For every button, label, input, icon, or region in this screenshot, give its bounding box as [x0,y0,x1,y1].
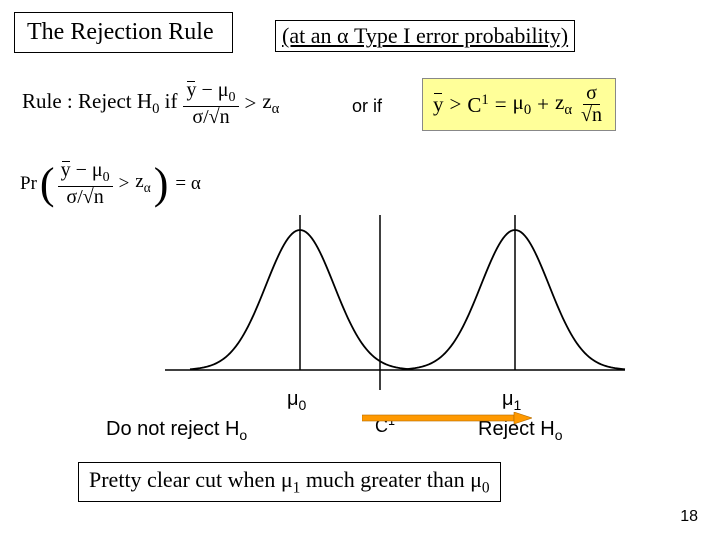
mu1-label-sub: 1 [514,397,522,413]
ybar: y [186,80,196,101]
C1: C1 [467,92,488,118]
mu0-sub-3: 0 [103,170,110,185]
plus: + [537,92,549,117]
subtitle-prefix: (at an [282,23,337,48]
ybar-3: y [61,160,71,181]
rule-prefix: Rule : Reject H [22,89,152,113]
mu0-label-sub: 0 [299,397,307,413]
reject-sub: o [555,427,563,443]
page-number: 18 [680,508,698,526]
rparen: ) [154,166,169,201]
do-not-reject-label: Do not reject Ho [106,418,247,443]
mu0-label-sym: μ [287,388,299,410]
sqrt-n-3: √n [83,186,104,208]
lparen: ( [40,166,55,201]
bottom-box: Pretty clear cut when μ1 much greater th… [78,462,501,502]
subtitle-alpha: α [337,23,349,48]
eq-alpha: = α [175,173,200,195]
or-if: or if [352,96,382,117]
distribution-chart [160,200,630,390]
mu0-sym: μ [513,90,524,114]
mu0-sub-2: 0 [524,102,531,118]
sigma: σ [192,106,203,128]
rule-if: if [159,89,177,113]
subtitle-suffix: Type I error probability) [349,23,569,48]
mu0-3: μ [92,159,103,181]
pr-den: σ/√n [63,187,106,208]
rhs-box: y > C1 = μ0 + zα σ √n [422,78,616,131]
lhs-num: y − μ0 [183,80,238,107]
sigma-3: σ [66,186,77,208]
sup1: 1 [481,92,488,108]
pr-num: y − μ0 [58,160,113,187]
eq: = [495,92,507,117]
bottom-1: Pretty clear cut when μ [89,467,293,492]
alpha-sub-3: α [144,180,151,195]
do-not-reject-sub: o [239,427,247,443]
lhs-fraction: y − μ0 σ/√n [183,80,238,128]
sigma-over-sqrtn: σ √n [578,83,605,126]
sigma-2: σ [583,83,600,105]
lhs-den: σ/√n [189,107,232,128]
gt: > [245,91,257,116]
z: z [262,89,271,113]
z-alpha-2: zα [555,90,572,119]
mu0-sub: 0 [229,90,236,105]
c: C [467,93,481,117]
sqrt-n: √n [209,106,230,128]
pr: Pr [20,173,37,195]
rule-text: Rule : Reject H0 if [22,89,177,118]
mu1-label: μ1 [502,388,521,413]
subtitle-box: (at an α Type I error probability) [275,20,575,52]
z-alpha: zα [262,89,279,118]
title: The Rejection Rule [27,19,214,45]
alpha-sub: α [272,101,280,117]
sqrt-n-2: √n [578,105,605,126]
alpha-sub-2: α [564,102,572,118]
z-2: z [555,90,564,114]
mu0: μ [218,79,229,101]
do-not-reject-text: Do not reject H [106,418,239,440]
reject-arrow [362,412,532,424]
rule-formula: Rule : Reject H0 if y − μ0 σ/√n > zα [22,80,279,128]
pr-fraction: y − μ0 σ/√n [58,160,113,208]
title-box: The Rejection Rule [14,12,233,53]
gt-3: > [119,173,130,195]
ybar-2: y [433,92,444,117]
z-alpha-3: zα [135,171,150,196]
mu0-2: μ0 [513,90,532,119]
z-3: z [135,171,143,192]
mu0-label: μ0 [287,388,306,413]
bottom-sub0: 0 [482,479,490,496]
mu1-label-sym: μ [502,388,514,410]
gt-2: > [450,92,462,117]
bottom-2: much greater than μ [300,467,482,492]
